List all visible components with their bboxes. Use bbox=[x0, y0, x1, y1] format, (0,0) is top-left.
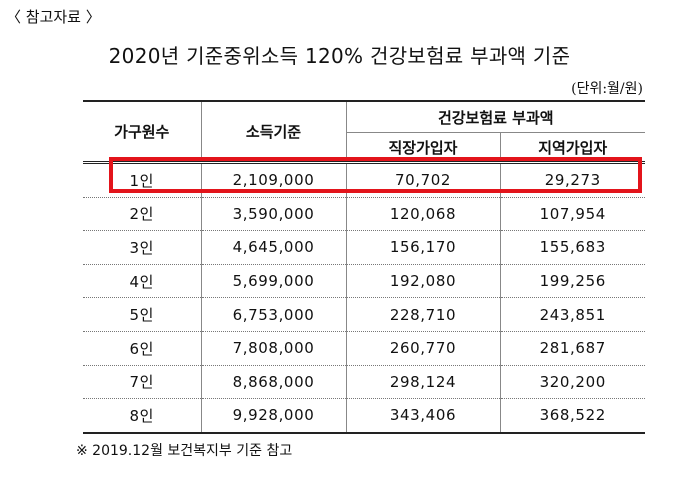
cell-employee: 228,710 bbox=[345, 297, 500, 332]
cell-regional: 368,522 bbox=[499, 398, 645, 433]
table-row: 2인 3,590,000 120,068 107,954 bbox=[83, 197, 645, 231]
cell-regional: 155,683 bbox=[499, 230, 645, 265]
source-note: ※ 2019.12월 보건복지부 기준 참고 bbox=[76, 443, 293, 459]
cell-income: 4,645,000 bbox=[200, 230, 346, 265]
page-title: 2020년 기준중위소득 120% 건강보험료 부과액 기준 bbox=[108, 44, 571, 68]
table-row: 1인 2,109,000 70,702 29,273 bbox=[83, 162, 645, 198]
table-row: 8인 9,928,000 343,406 368,522 bbox=[83, 398, 645, 433]
cell-employee: 156,170 bbox=[345, 230, 500, 265]
cell-household: 3인 bbox=[129, 238, 155, 257]
premium-table: 가구원수 소득기준 건강보험료 부과액 직장가입자 지역가입자 1인 2,109,… bbox=[83, 100, 645, 434]
cell-employee: 343,406 bbox=[345, 398, 500, 433]
cell-household: 7인 bbox=[129, 373, 155, 392]
table-row: 3인 4,645,000 156,170 155,683 bbox=[83, 230, 645, 265]
cell-regional: 281,687 bbox=[499, 331, 645, 366]
cell-household: 1인 bbox=[129, 171, 155, 190]
header-premium-group: 건강보험료 부과액 bbox=[345, 101, 645, 133]
cell-employee: 192,080 bbox=[345, 264, 500, 298]
cell-income: 3,590,000 bbox=[200, 197, 346, 231]
cell-household: 8인 bbox=[129, 406, 155, 425]
table-body: 1인 2,109,000 70,702 29,273 2인 3,590,000 120,06… bbox=[83, 162, 645, 433]
cell-income: 7,808,000 bbox=[200, 331, 346, 366]
cell-household: 6인 bbox=[129, 339, 155, 358]
table-row: 5인 6,753,000 228,710 243,851 bbox=[83, 297, 645, 332]
cell-income: 8,868,000 bbox=[200, 365, 346, 399]
header-income: 소득기준 bbox=[200, 101, 346, 163]
cell-employee: 120,068 bbox=[345, 197, 500, 231]
header-household: 가구원수 bbox=[114, 123, 170, 141]
cell-regional: 320,200 bbox=[499, 365, 645, 399]
cell-income: 6,753,000 bbox=[200, 297, 346, 332]
cell-regional: 243,851 bbox=[499, 297, 645, 332]
table-row: 6인 7,808,000 260,770 281,687 bbox=[83, 331, 645, 366]
table-row: 7인 8,868,000 298,124 320,200 bbox=[83, 365, 645, 399]
cell-household: 2인 bbox=[129, 205, 155, 224]
cell-regional: 107,954 bbox=[499, 197, 645, 231]
cell-household: 5인 bbox=[129, 306, 155, 325]
reference-tag: 〈 참고자료 〉 bbox=[6, 8, 101, 26]
cell-regional: 199,256 bbox=[499, 264, 645, 298]
cell-household: 4인 bbox=[129, 272, 155, 291]
unit-label: (단위:월/원) bbox=[571, 81, 643, 97]
cell-employee: 260,770 bbox=[345, 331, 500, 366]
cell-employee: 298,124 bbox=[345, 365, 500, 399]
cell-income: 5,699,000 bbox=[200, 264, 346, 298]
highlight-box-1-person bbox=[109, 157, 642, 193]
table-row: 4인 5,699,000 192,080 199,256 bbox=[83, 264, 645, 298]
cell-income: 9,928,000 bbox=[200, 398, 346, 433]
